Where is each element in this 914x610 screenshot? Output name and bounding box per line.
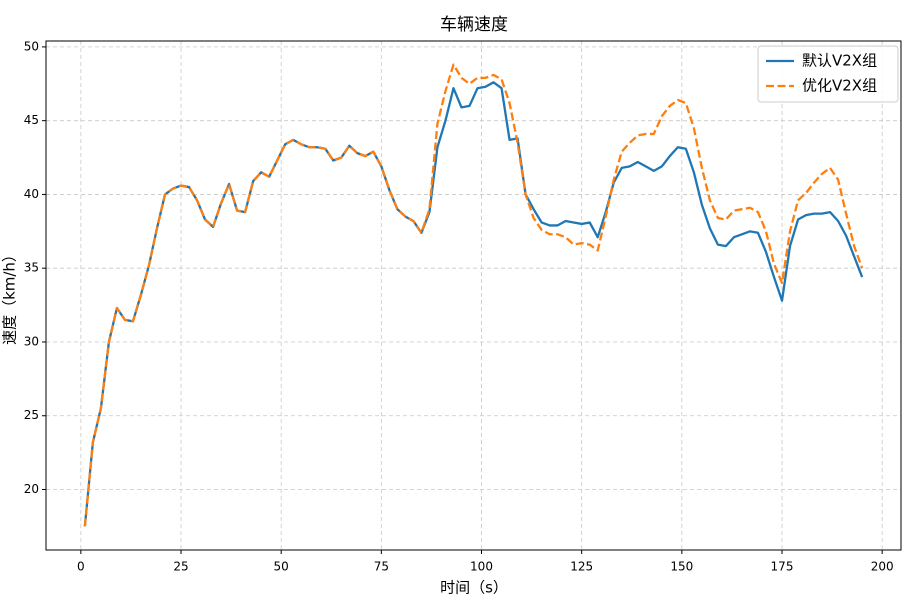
x-tick-label: 50 bbox=[274, 560, 289, 574]
y-axis-label: 速度（km/h） bbox=[1, 247, 19, 345]
axes-frame bbox=[45, 40, 902, 551]
y-tick-label: 20 bbox=[24, 482, 39, 496]
data-line bbox=[83, 81, 864, 527]
y-tick-label: 50 bbox=[24, 39, 39, 53]
legend-label: 默认V2X组 bbox=[802, 52, 877, 70]
x-tick-label: 100 bbox=[470, 560, 493, 574]
y-tick-label: 25 bbox=[24, 408, 39, 422]
data-line bbox=[83, 63, 864, 527]
y-tick-label: 40 bbox=[24, 187, 39, 201]
y-tick-label: 35 bbox=[24, 261, 39, 275]
x-tick-label: 125 bbox=[570, 560, 593, 574]
y-tick-label: 30 bbox=[24, 334, 39, 348]
x-tick-label: 25 bbox=[173, 560, 188, 574]
x-tick-label: 175 bbox=[771, 560, 794, 574]
y-tick-label: 45 bbox=[24, 113, 39, 127]
x-axis-label: 时间（s） bbox=[440, 579, 508, 597]
legend-label: 优化V2X组 bbox=[802, 77, 877, 95]
chart-title: 车辆速度 bbox=[440, 15, 508, 35]
x-tick-label: 150 bbox=[670, 560, 693, 574]
x-tick-label: 0 bbox=[77, 560, 85, 574]
x-tick-label: 75 bbox=[374, 560, 389, 574]
x-tick-label: 200 bbox=[871, 560, 894, 574]
